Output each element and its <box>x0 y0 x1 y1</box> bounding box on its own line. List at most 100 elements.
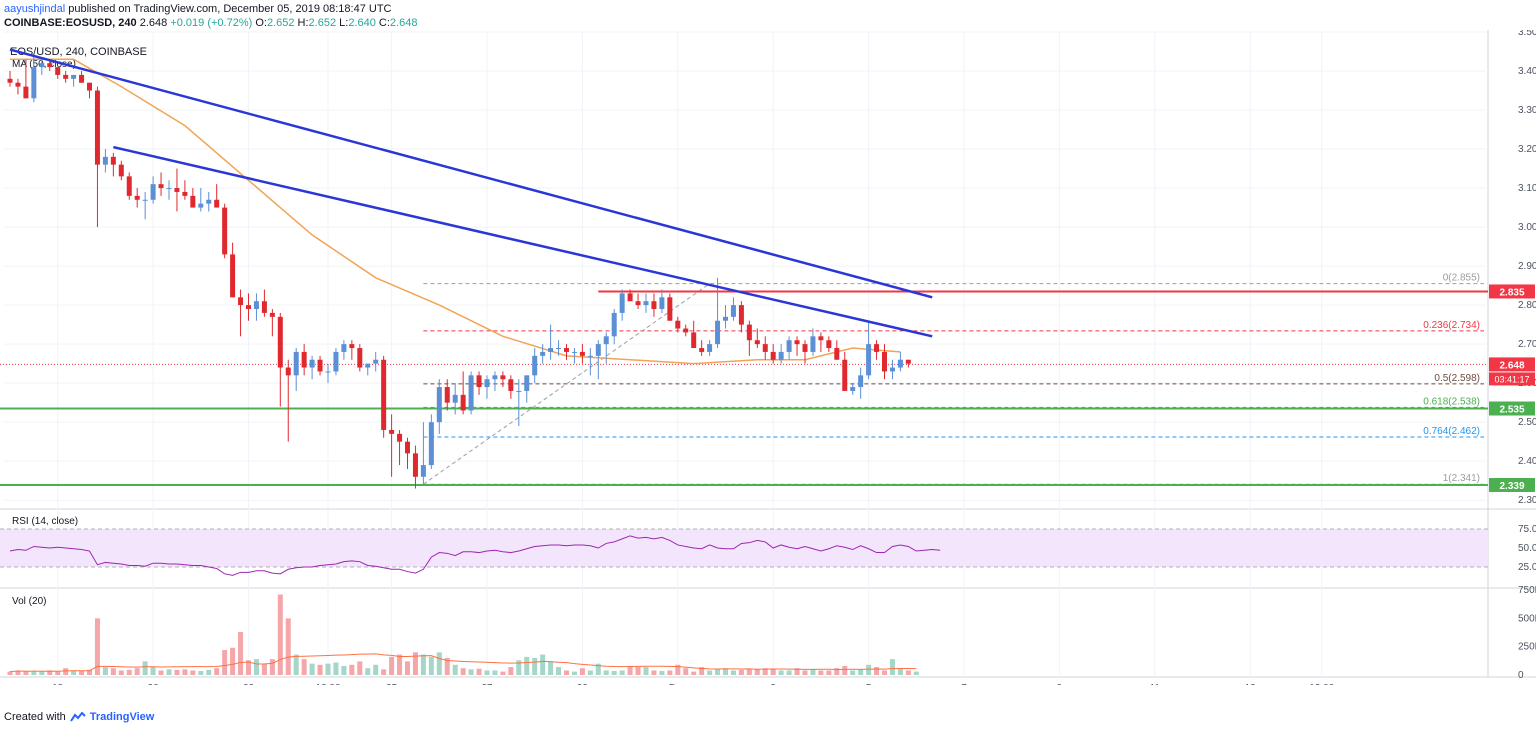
candle <box>357 344 363 372</box>
close-value: 2.648 <box>389 17 418 29</box>
candle <box>23 59 29 99</box>
trendline <box>113 145 933 338</box>
author-link[interactable]: aayushjindal <box>4 3 66 15</box>
tradingview-brand[interactable]: TradingView <box>89 711 155 723</box>
volume-bar <box>23 671 29 675</box>
candle <box>7 71 13 87</box>
volume-bar <box>182 669 188 675</box>
candle-body <box>699 348 705 352</box>
candle <box>579 344 585 364</box>
chart-header: aayushjindal published on TradingView.co… <box>4 2 417 30</box>
volume-bar <box>548 661 554 675</box>
candle <box>818 332 824 352</box>
candle-body <box>118 164 124 177</box>
candle <box>738 301 744 333</box>
volume-bar <box>826 670 832 675</box>
volume-bar <box>436 652 442 675</box>
resistance-price-tag: 2.835 <box>1499 287 1524 298</box>
candle <box>126 172 132 200</box>
volume-bar <box>142 661 148 675</box>
x-tick-label: 12:00 <box>1309 683 1334 685</box>
candle-body <box>79 74 85 83</box>
open-value: 2.652 <box>266 17 295 29</box>
volume-bar <box>238 631 244 675</box>
rsi-band <box>0 529 1488 567</box>
candle-body <box>166 188 172 190</box>
open-label: O: <box>255 17 267 29</box>
candle-body <box>373 359 379 364</box>
x-tick-label: 22 <box>243 683 255 685</box>
volume-bar <box>87 669 92 675</box>
candle-body <box>405 441 410 454</box>
candle <box>802 340 808 364</box>
volume-bar <box>730 670 736 675</box>
volume-bar <box>63 668 69 675</box>
candle-body <box>468 375 474 411</box>
candle-body <box>484 379 490 388</box>
published-text: published on TradingView.com, December 0… <box>68 3 392 15</box>
candle <box>63 71 69 83</box>
volume-bar <box>738 669 744 675</box>
high-label: H: <box>297 17 309 29</box>
y-tick-label: 2.700 <box>1518 339 1536 350</box>
chart-canvas[interactable]: 3.500 3.400 3.300 3.200 3.100 3.000 2.900 2.800… <box>0 30 1536 685</box>
volume-bar <box>707 670 713 675</box>
candle <box>842 351 848 391</box>
high-value: 2.652 <box>308 17 337 29</box>
candle-body <box>556 348 562 350</box>
candle <box>627 289 633 302</box>
volume-bar <box>627 667 633 675</box>
y-tick-label: 2.800 <box>1518 300 1536 311</box>
candle-body <box>540 351 546 356</box>
candle <box>261 289 267 317</box>
candle <box>834 340 840 360</box>
candle-body <box>277 316 283 368</box>
volume-bar <box>174 669 180 675</box>
candle-body <box>190 195 196 208</box>
candle <box>540 344 546 364</box>
candle <box>214 184 220 208</box>
volume-bar <box>571 671 577 675</box>
trendline <box>9 48 933 299</box>
candle <box>365 363 371 376</box>
volume-bar <box>540 654 546 675</box>
volume-bar <box>810 669 816 675</box>
volume-bar <box>357 661 363 675</box>
candle-body <box>293 351 299 376</box>
candle <box>460 371 466 415</box>
candle-body <box>31 67 37 99</box>
candle-body <box>897 359 903 368</box>
candle-body <box>778 351 784 360</box>
low-label: L: <box>339 17 349 29</box>
volume-bar <box>786 670 792 675</box>
candle-body <box>253 301 259 310</box>
candle <box>412 445 418 489</box>
candle <box>317 355 323 376</box>
candle <box>309 355 315 380</box>
fib-level-label: 0.5(2.598) <box>1434 373 1480 384</box>
volume-bar <box>889 659 895 675</box>
candle-body <box>611 312 617 337</box>
candle <box>675 316 681 333</box>
candle <box>110 152 116 177</box>
candle <box>293 348 299 391</box>
volume-bar <box>746 669 752 675</box>
candle-body <box>738 305 744 325</box>
candle-body <box>595 344 601 356</box>
candle-body <box>285 367 291 376</box>
candle <box>587 348 593 376</box>
volume-bar <box>277 594 283 675</box>
candle <box>341 340 347 360</box>
volume-bar <box>556 667 562 675</box>
volume-bar <box>651 670 657 675</box>
volume-bar <box>874 667 880 675</box>
close-label: C: <box>378 17 390 29</box>
volume-bar <box>834 668 840 675</box>
volume-bar <box>389 656 395 675</box>
volume-bar <box>532 658 538 675</box>
candle <box>548 324 554 360</box>
footer: Created with TradingView <box>4 711 154 723</box>
volume-ma-line <box>9 653 917 673</box>
volume-bar <box>643 667 649 675</box>
last-price-tag: 2.648 <box>1499 360 1524 371</box>
